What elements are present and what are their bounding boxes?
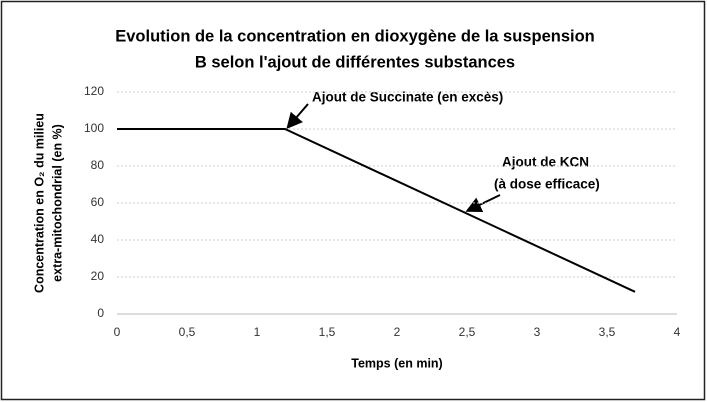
y-tick-label: 100 bbox=[84, 121, 104, 135]
x-axis-title: Temps (en min) bbox=[351, 356, 442, 370]
x-tick-label: 2 bbox=[394, 325, 401, 339]
annotation: (à dose efficace) bbox=[494, 177, 600, 192]
y-tick-label: 20 bbox=[91, 269, 105, 283]
x-tick-label: 3,5 bbox=[599, 325, 616, 339]
y-tick-label: 0 bbox=[97, 306, 104, 320]
y-tick-label: 80 bbox=[91, 158, 105, 172]
annotation: Ajout de Succinate (en excès) bbox=[312, 90, 503, 105]
x-tick-label: 1 bbox=[254, 325, 261, 339]
chart-title: Evolution de la concentration en dioxygè… bbox=[115, 27, 595, 45]
annotation-arrow bbox=[286, 103, 309, 130]
y-axis-title: Concentration en O₂ du milieu bbox=[32, 113, 46, 293]
data-line bbox=[117, 128, 636, 293]
annotation-arrow bbox=[465, 194, 501, 212]
x-tick-label: 3 bbox=[534, 325, 541, 339]
chart-title: B selon l'ajout de différentes substance… bbox=[195, 53, 515, 71]
x-tick-label: 0,5 bbox=[179, 325, 196, 339]
x-tick-label: 4 bbox=[674, 325, 681, 339]
y-tick-label: 120 bbox=[84, 84, 104, 98]
y-tick-label: 40 bbox=[91, 232, 105, 246]
x-tick-label: 0 bbox=[114, 325, 121, 339]
y-tick-label: 60 bbox=[91, 195, 105, 209]
y-axis-title: extra-mitochondrial (en %) bbox=[50, 124, 64, 282]
x-tick-label: 1,5 bbox=[319, 325, 336, 339]
annotation: Ajout de KCN bbox=[502, 155, 589, 170]
x-tick-label: 2,5 bbox=[459, 325, 476, 339]
